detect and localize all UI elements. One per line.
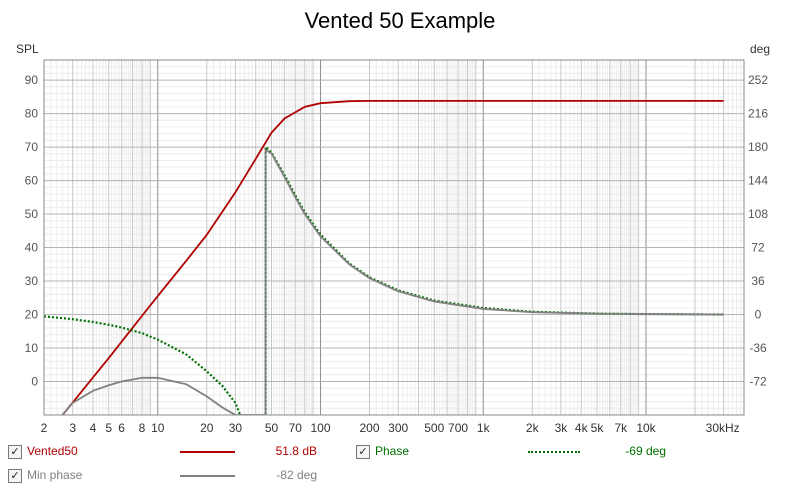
min-phase-checkbox[interactable]: ✓	[8, 469, 22, 483]
y-axis-label-right: deg	[750, 42, 770, 56]
y-left-tick-label: 40	[25, 241, 39, 255]
x-tick-label: 100	[310, 421, 330, 435]
x-axis-ticks: 2 3 4 5 6 8 10 20 30 50 70 100 200 300 500 700 1k 2k 3k 4k 5…	[41, 421, 740, 435]
x-tick-label: 5	[105, 421, 112, 435]
series-layer	[44, 99, 724, 415]
x-tick-label: 30	[229, 421, 243, 435]
x-tick-label: 10	[151, 421, 165, 435]
x-tick-label: 1k	[477, 421, 491, 435]
chart-title: Vented 50 Example	[304, 8, 496, 33]
y-right-tick-label: 108	[748, 207, 768, 221]
y-left-tick-label: 20	[25, 308, 39, 322]
series-line-phase	[44, 144, 724, 415]
phase-checkbox[interactable]: ✓	[356, 445, 370, 459]
right-axis-ticks: -72 -36 0 36 72 108 144 180 216 252	[748, 73, 768, 388]
y-left-tick-label: 50	[25, 207, 39, 221]
min-phase-value: -82 deg	[276, 468, 317, 482]
y-left-tick-label: 80	[25, 107, 39, 121]
y-left-tick-label: 60	[25, 174, 39, 188]
x-tick-label: 8	[139, 421, 146, 435]
phase-swatch	[528, 451, 580, 453]
x-tick-label: 500	[424, 421, 444, 435]
y-left-tick-label: 90	[25, 73, 39, 87]
x-tick-label: 5k	[591, 421, 605, 435]
phase-value: -69 deg	[625, 444, 666, 458]
x-tick-label: 2k	[526, 421, 540, 435]
y-right-tick-label: 180	[748, 140, 768, 154]
x-tick-label: 20	[200, 421, 214, 435]
x-tick-label: 700	[448, 421, 468, 435]
y-left-tick-label: 30	[25, 274, 39, 288]
series-line-vented50	[61, 99, 724, 415]
x-tick-label: 10k	[636, 421, 656, 435]
vented50-value: 51.8 dB	[275, 444, 317, 458]
min-phase-label: Min phase	[27, 468, 83, 482]
plot-frame	[43, 59, 745, 416]
x-tick-label: 50	[265, 421, 279, 435]
x-tick-label: 4	[90, 421, 97, 435]
y-right-tick-label: 252	[748, 73, 768, 87]
y-left-tick-label: 10	[25, 341, 39, 355]
min-phase-swatch	[180, 475, 235, 477]
series-line-min-phase	[61, 148, 724, 415]
x-tick-label: 3	[69, 421, 76, 435]
vented50-label: Vented50	[27, 444, 78, 458]
y-axis-label-left: SPL	[16, 42, 39, 56]
y-right-tick-label: -36	[749, 341, 767, 355]
y-right-tick-label: 72	[751, 241, 765, 255]
x-tick-label: 2	[41, 421, 48, 435]
vented50-swatch	[180, 451, 235, 453]
phase-label: Phase	[375, 444, 410, 458]
y-right-tick-label: 36	[751, 274, 765, 288]
y-left-tick-label: 70	[25, 140, 39, 154]
x-tick-label: 300	[388, 421, 408, 435]
x-tick-label: 6	[118, 421, 125, 435]
x-tick-label: 3k	[555, 421, 569, 435]
y-right-tick-label: 144	[748, 174, 768, 188]
y-right-tick-label: -72	[749, 375, 767, 389]
x-tick-label: 200	[359, 421, 379, 435]
left-axis-ticks: 0 10 20 30 40 50 60 70 80 90	[25, 73, 39, 388]
x-tick-label: 4k	[575, 421, 589, 435]
x-tick-label: 70	[289, 421, 303, 435]
y-right-tick-label: 0	[755, 308, 762, 322]
x-tick-label: 7k	[614, 421, 628, 435]
y-right-tick-label: 216	[748, 107, 768, 121]
y-left-tick-label: 0	[31, 375, 38, 389]
vented50-checkbox[interactable]: ✓	[8, 445, 22, 459]
x-tick-label: 30kHz	[706, 421, 740, 435]
